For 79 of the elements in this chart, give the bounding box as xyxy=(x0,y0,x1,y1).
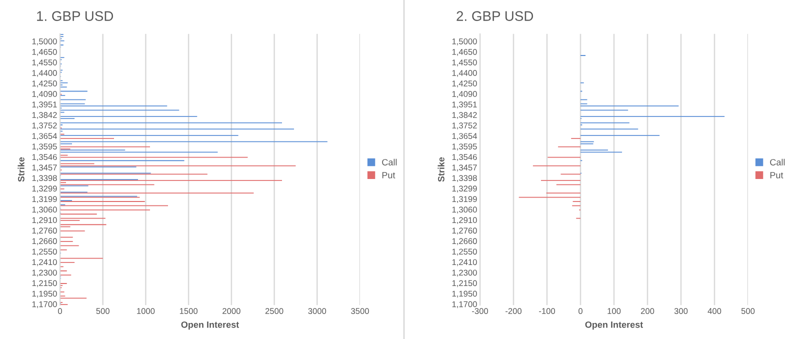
y-tick-label: 1,5000 xyxy=(32,38,57,46)
y-tick-label: 1,3060 xyxy=(452,206,477,214)
x-tick-label: 200 xyxy=(640,308,654,314)
y-tick-label: 1,3299 xyxy=(32,186,57,193)
x-tick-label: 3500 xyxy=(351,308,369,314)
x-tick-label: -200 xyxy=(506,308,522,314)
y-tick-label: 1,2910 xyxy=(32,217,57,224)
legend-label: Call xyxy=(382,158,397,166)
y-tick-label: 1,4250 xyxy=(452,80,477,88)
y-tick-label: 1,1950 xyxy=(32,290,57,298)
y-axis-title: Strike xyxy=(438,157,444,182)
y-tick-label: 1,4400 xyxy=(452,70,477,77)
x-axis-title: Open Interest xyxy=(585,321,643,330)
chart-title: 2. GBP USD xyxy=(456,11,534,21)
y-tick-label: 1,2410 xyxy=(32,259,57,266)
y-tick-label: 1,4090 xyxy=(452,91,477,98)
y-tick-label: 1,2660 xyxy=(452,238,477,246)
x-tick-label: 2500 xyxy=(265,308,284,314)
y-tick-label: 1,3752 xyxy=(32,122,57,130)
x-tick-label: 1000 xyxy=(137,308,155,314)
y-tick-label: 1,2910 xyxy=(452,217,477,224)
y-tick-label: 1,4550 xyxy=(32,59,57,66)
y-tick-label: 1,3199 xyxy=(452,196,477,204)
y-tick-label: 1,3546 xyxy=(452,154,477,161)
legend-label: Call xyxy=(770,158,785,166)
x-tick-label: 500 xyxy=(741,308,755,314)
y-tick-label: 1,3299 xyxy=(452,186,477,193)
y-tick-label: 1,3951 xyxy=(452,102,477,108)
x-tick-label: -100 xyxy=(539,308,556,314)
chart-title: 1. GBP USD xyxy=(37,11,114,21)
y-tick-label: 1,3398 xyxy=(32,175,57,182)
y-tick-label: 1,4550 xyxy=(452,59,477,66)
y-tick-label: 1,3595 xyxy=(452,144,477,150)
y-tick-label: 1,1950 xyxy=(452,290,477,298)
y-tick-label: 1,2760 xyxy=(452,228,477,235)
y-tick-label: 1,3199 xyxy=(32,196,57,204)
y-tick-label: 1,2410 xyxy=(452,259,477,266)
y-tick-label: 1,3546 xyxy=(32,154,57,161)
x-tick-label: 1500 xyxy=(180,308,198,314)
x-tick-label: 3000 xyxy=(308,308,326,314)
x-tick-label: 400 xyxy=(708,308,722,314)
legend-label: Put xyxy=(382,172,396,178)
y-tick-label: 1,5000 xyxy=(452,38,477,46)
y-tick-label: 1,2550 xyxy=(452,248,477,256)
y-tick-label: 1,4650 xyxy=(32,48,57,56)
y-tick-label: 1,2150 xyxy=(32,280,57,288)
y-tick-label: 1,4650 xyxy=(452,48,477,56)
y-tick-label: 1,2550 xyxy=(32,248,57,256)
x-tick-label: 300 xyxy=(674,308,688,314)
y-tick-label: 1,3951 xyxy=(32,102,57,108)
y-tick-label: 1,3595 xyxy=(32,144,57,150)
y-tick-label: 1,4090 xyxy=(32,91,57,98)
y-tick-label: 1,2660 xyxy=(32,238,57,246)
y-tick-label: 1,3060 xyxy=(32,206,57,214)
x-tick-label: 0 xyxy=(578,308,582,314)
y-tick-label: 1,2300 xyxy=(452,270,477,277)
x-tick-label: 0 xyxy=(58,308,62,314)
y-tick-label: 1,1700 xyxy=(452,301,477,308)
y-tick-label: 1,2150 xyxy=(452,280,477,288)
x-tick-label: 500 xyxy=(96,308,110,314)
y-tick-label: 1,3654 xyxy=(452,133,477,140)
y-tick-label: 1,4400 xyxy=(32,70,57,77)
x-tick-label: -300 xyxy=(472,308,488,314)
y-tick-label: 1,2760 xyxy=(32,228,57,235)
y-tick-label: 1,3752 xyxy=(452,122,477,130)
y-tick-label: 1,1700 xyxy=(32,301,57,308)
y-tick-label: 1,3654 xyxy=(32,133,57,140)
y-tick-label: 1,3457 xyxy=(452,164,477,172)
x-tick-label: 2000 xyxy=(222,308,240,314)
y-tick-label: 1,2300 xyxy=(32,270,57,277)
y-tick-label: 1,3842 xyxy=(32,112,57,119)
y-tick-label: 1,3457 xyxy=(32,164,57,172)
y-tick-label: 1,3842 xyxy=(452,112,477,119)
y-tick-label: 1,3398 xyxy=(452,175,477,182)
x-tick-label: 100 xyxy=(608,308,621,314)
legend-label: Put xyxy=(770,172,784,178)
y-tick-label: 1,4250 xyxy=(32,80,57,88)
y-axis-title: Strike xyxy=(18,157,24,182)
x-axis-title: Open Interest xyxy=(181,321,239,330)
